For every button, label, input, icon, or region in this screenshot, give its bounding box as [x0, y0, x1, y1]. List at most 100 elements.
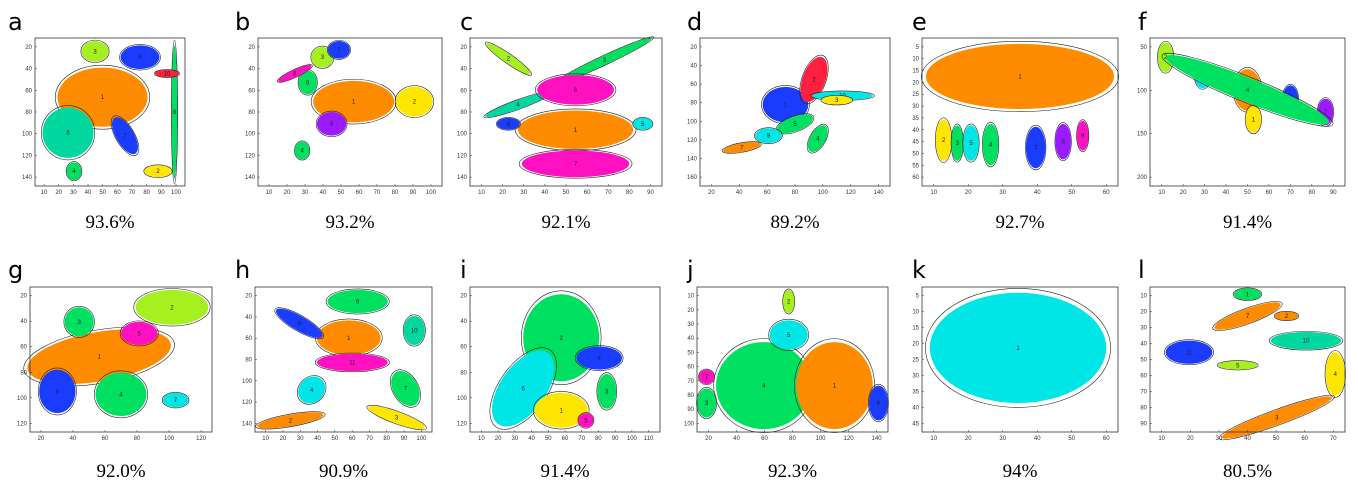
- y-tick-label: 45: [912, 421, 919, 427]
- y-tick-label: 30: [1140, 326, 1147, 332]
- panel-letter: k: [912, 256, 926, 284]
- accuracy: 91.4%: [540, 461, 589, 482]
- x-tick-label: 80: [134, 436, 141, 442]
- x-tick-label: 110: [644, 436, 654, 442]
- y-tick-label: 60: [25, 88, 32, 94]
- x-tick-label: 40: [1244, 436, 1251, 442]
- x-tick-label: 30: [999, 190, 1006, 196]
- x-tick-label: 60: [1266, 190, 1273, 196]
- y-tick-label: 25: [912, 92, 919, 98]
- x-tick-label: 140: [874, 190, 885, 196]
- x-tick-label: 20: [965, 436, 972, 442]
- part-label: 11: [349, 360, 356, 366]
- y-tick-label: 100: [457, 396, 468, 402]
- y-tick-label: 40: [460, 67, 467, 73]
- y-tick-label: 80: [20, 370, 27, 376]
- accuracy: 94%: [1003, 461, 1038, 482]
- y-tick-label: 80: [687, 393, 694, 399]
- panel: b123657481020304050607080901002040608010…: [235, 8, 442, 233]
- y-tick-label: 20: [25, 45, 32, 51]
- panel-letter: d: [687, 8, 702, 36]
- x-tick-label: 60: [764, 190, 771, 196]
- y-tick-label: 120: [457, 153, 468, 159]
- y-tick-label: 120: [17, 421, 28, 427]
- x-tick-label: 80: [1309, 190, 1316, 196]
- y-tick-label: 40: [20, 319, 27, 325]
- y-tick-label: 100: [1137, 88, 1148, 94]
- y-tick-label: 40: [25, 67, 32, 73]
- y-tick-label: 100: [457, 132, 468, 138]
- x-tick-label: 90: [410, 190, 417, 196]
- accuracy: 93.6%: [85, 212, 134, 233]
- x-tick-label: 20: [499, 190, 506, 196]
- x-tick-label: 100: [416, 436, 427, 442]
- y-tick-label: 20: [687, 308, 694, 314]
- y-tick-label: 40: [690, 63, 697, 69]
- part-label: 11: [1186, 350, 1193, 356]
- y-tick-label: 35: [912, 116, 919, 122]
- y-tick-label: 40: [687, 336, 694, 342]
- x-tick-label: 50: [1244, 190, 1251, 196]
- x-tick-label: 20: [280, 436, 287, 442]
- x-tick-label: 10: [478, 436, 485, 442]
- y-tick-label: 25: [912, 358, 919, 364]
- x-tick-label: 20: [1180, 190, 1187, 196]
- y-tick-label: 90: [1140, 421, 1147, 427]
- y-tick-label: 10: [1140, 294, 1147, 300]
- y-tick-label: 80: [25, 110, 32, 116]
- x-tick-label: 30: [302, 190, 309, 196]
- x-tick-label: 50: [1068, 436, 1075, 442]
- x-tick-label: 10: [41, 190, 48, 196]
- x-tick-label: 70: [366, 436, 373, 442]
- x-tick-label: 10: [1158, 190, 1165, 196]
- y-tick-label: 80: [460, 110, 467, 116]
- x-tick-label: 40: [314, 436, 321, 442]
- x-tick-label: 80: [626, 190, 633, 196]
- part-label: 10: [411, 329, 418, 335]
- y-tick-label: 20: [460, 45, 467, 51]
- panel: c132456781020304050607080902040608010012…: [457, 8, 662, 233]
- x-tick-label: 40: [1034, 436, 1041, 442]
- y-tick-label: 60: [460, 88, 467, 94]
- y-tick-label: 140: [242, 421, 253, 427]
- y-tick-label: 100: [242, 379, 253, 385]
- y-tick-label: 50: [1140, 45, 1147, 51]
- x-tick-label: 40: [1223, 190, 1230, 196]
- x-tick-label: 60: [349, 436, 356, 442]
- y-tick-label: 140: [245, 175, 256, 181]
- x-tick-label: 20: [708, 190, 715, 196]
- x-tick-label: 90: [612, 436, 619, 442]
- x-tick-label: 30: [70, 190, 77, 196]
- y-tick-label: 80: [690, 101, 697, 107]
- x-tick-label: 60: [114, 190, 121, 196]
- y-tick-label: 90: [687, 407, 694, 413]
- panel: i261435102030405060708090100110204060801…: [457, 256, 660, 482]
- y-tick-label: 140: [687, 157, 698, 163]
- x-tick-label: 10: [1158, 436, 1165, 442]
- y-tick-label: 80: [248, 110, 255, 116]
- y-tick-label: 40: [912, 405, 919, 411]
- accuracy: 92.3%: [768, 461, 817, 482]
- x-tick-label: 100: [627, 436, 638, 442]
- y-tick-label: 35: [912, 389, 919, 395]
- x-tick-label: 120: [196, 436, 207, 442]
- x-tick-label: 60: [1301, 436, 1308, 442]
- y-tick-label: 100: [17, 396, 28, 402]
- panel-letter: j: [686, 256, 694, 284]
- y-tick-label: 40: [1140, 342, 1147, 348]
- y-tick-label: 80: [460, 370, 467, 376]
- x-tick-label: 50: [99, 190, 106, 196]
- panel-letter: i: [460, 256, 467, 284]
- x-tick-label: 10: [930, 190, 937, 196]
- y-tick-label: 100: [684, 421, 695, 427]
- x-tick-label: 100: [164, 436, 175, 442]
- x-tick-label: 90: [401, 436, 408, 442]
- y-tick-label: 20: [248, 45, 255, 51]
- y-tick-label: 150: [1137, 132, 1148, 138]
- x-tick-label: 30: [1201, 190, 1208, 196]
- y-tick-label: 60: [690, 82, 697, 88]
- x-tick-label: 10: [262, 436, 269, 442]
- y-tick-label: 10: [912, 57, 919, 63]
- x-tick-label: 90: [158, 190, 165, 196]
